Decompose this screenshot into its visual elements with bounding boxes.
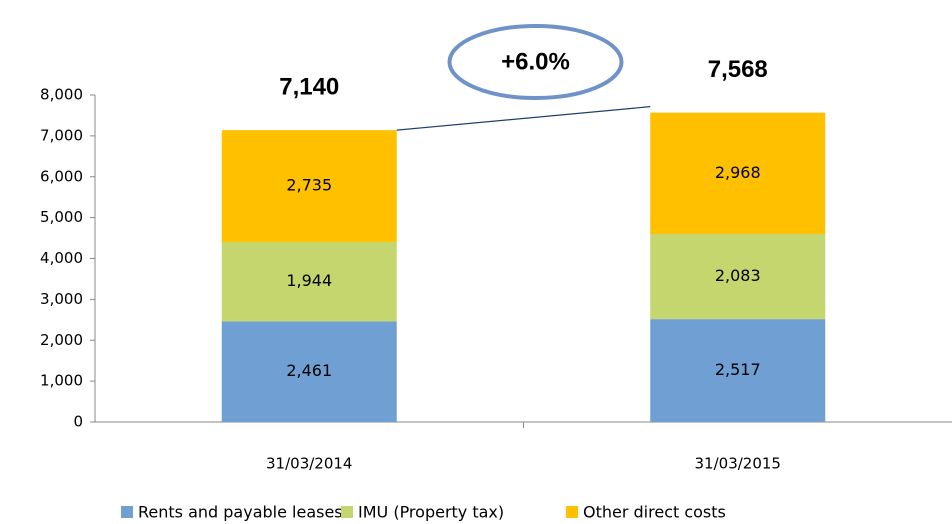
bar-segment: [650, 233, 826, 320]
total-label: 7,568: [708, 56, 768, 83]
connector: [396, 106, 651, 131]
value-label: 2,083: [715, 266, 761, 285]
y-tick-label: 7,000: [40, 126, 83, 144]
bar-segment: [650, 112, 826, 234]
bar-segment: [221, 321, 397, 422]
y-tick-label: 1,000: [40, 372, 83, 390]
value-label: 2,461: [286, 361, 332, 380]
total-label: 7,140: [279, 73, 339, 100]
y-tick-label: 0: [73, 413, 83, 431]
y-tick-label: 2,000: [40, 331, 83, 349]
value-label: 2,968: [715, 163, 761, 182]
y-tick-label: 6,000: [40, 167, 83, 185]
x-tick-label: 31/03/2014: [266, 455, 352, 473]
legend-swatch: [566, 506, 578, 518]
bar-segment: [221, 241, 397, 322]
bar-segment: [650, 319, 826, 422]
x-tick-label: 31/03/2015: [695, 455, 781, 473]
legend-label: IMU (Property tax): [358, 503, 504, 522]
legend-label: Other direct costs: [583, 503, 726, 522]
y-tick-label: 8,000: [40, 86, 83, 104]
legend-swatch: [341, 506, 353, 518]
value-label: 2,517: [715, 360, 761, 379]
legend-swatch: [121, 506, 133, 518]
value-label: 1,944: [286, 271, 332, 290]
bar-segment: [221, 130, 397, 242]
legend-label: Rents and payable leases: [138, 503, 343, 522]
annotation: +6.0%: [501, 48, 570, 75]
y-tick-label: 5,000: [40, 208, 83, 226]
y-tick-label: 4,000: [40, 249, 83, 267]
annotation-ellipse: [447, 24, 624, 100]
y-tick-label: 3,000: [40, 290, 83, 308]
value-label: 2,735: [286, 176, 332, 195]
